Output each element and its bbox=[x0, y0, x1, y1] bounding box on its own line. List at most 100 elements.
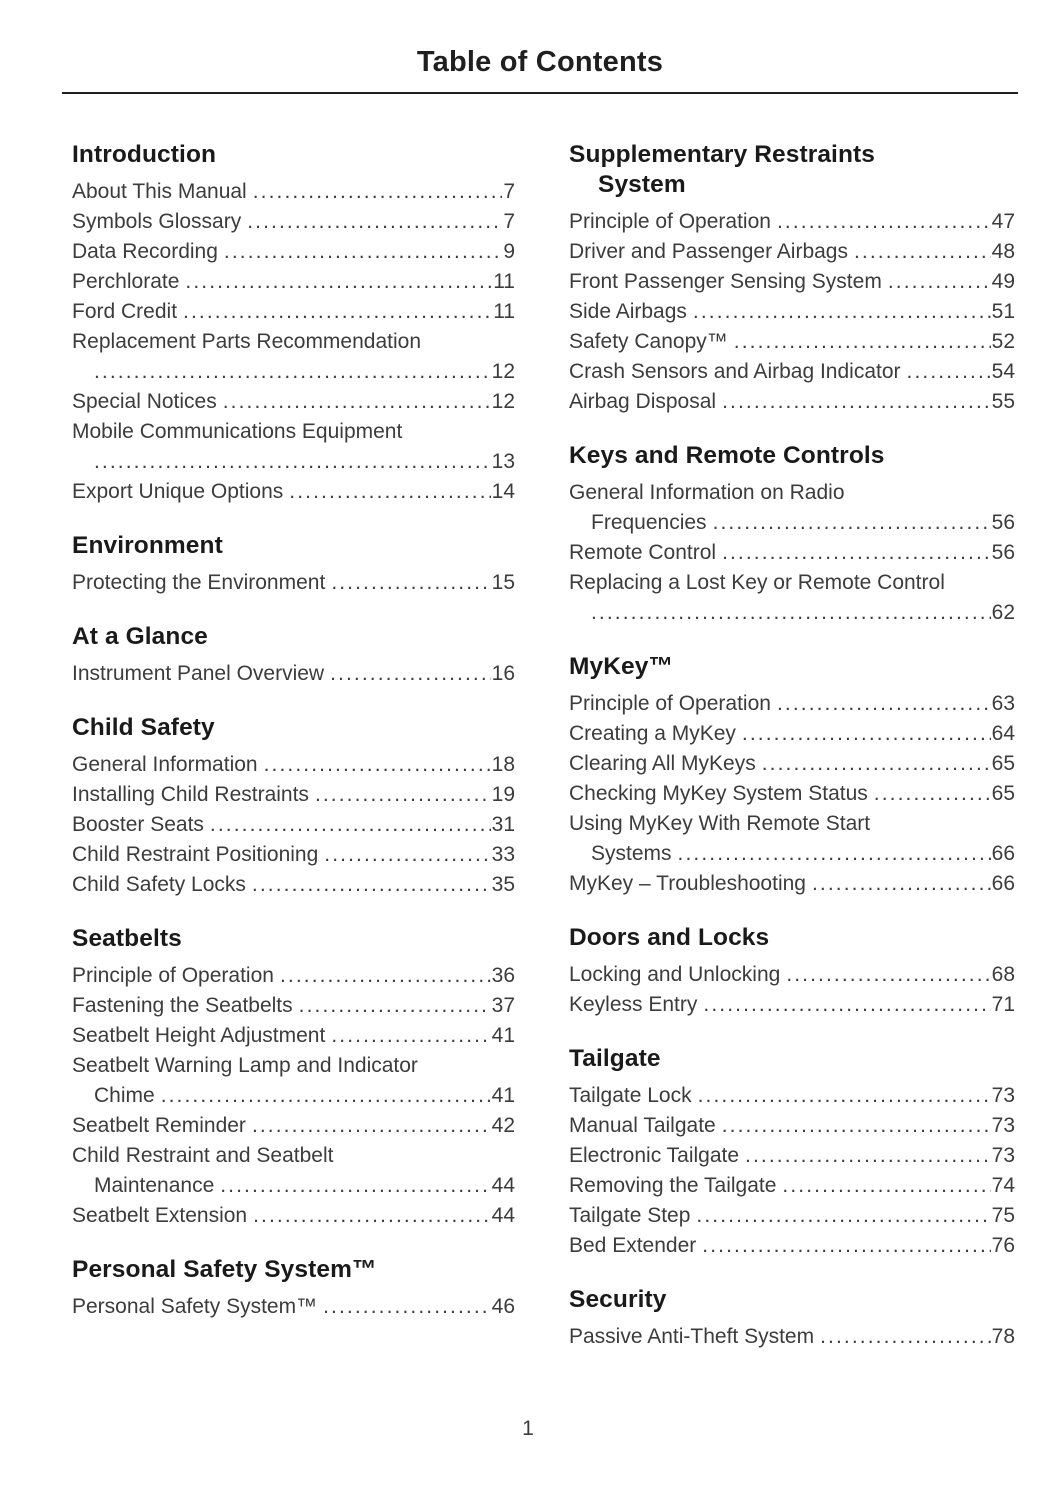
toc-page-ref: 42 bbox=[491, 1114, 515, 1137]
toc-section: Child Safety General Information 18 Install… bbox=[72, 713, 515, 900]
toc-section: Security Passive Anti-Theft System 78 bbox=[569, 1285, 1015, 1352]
toc-entry-label: Removing the Tailgate bbox=[569, 1174, 777, 1197]
toc-entry: Crash Sensors and Airbag Indicator 54 bbox=[569, 357, 1015, 387]
section-title: Introduction bbox=[72, 141, 217, 168]
toc-page-ref: 73 bbox=[991, 1084, 1015, 1107]
toc-section: Personal Safety System™ Personal Safety S… bbox=[72, 1255, 515, 1322]
toc-page-ref: 55 bbox=[991, 390, 1015, 413]
toc-entry: Seatbelt Warning Lamp and Indicator Chime… bbox=[72, 1051, 515, 1111]
section-title-line2: System bbox=[598, 171, 686, 198]
leader-dots bbox=[331, 568, 490, 598]
leader-dots bbox=[745, 1141, 991, 1171]
toc-entry: Protecting the Environment 15 bbox=[72, 568, 515, 598]
toc-entry-label: Keyless Entry bbox=[569, 993, 698, 1016]
toc-entry: Installing Child Restraints 19 bbox=[72, 780, 515, 810]
toc-entry-label: Principle of Operation bbox=[569, 692, 771, 715]
toc-page-ref: 49 bbox=[991, 270, 1015, 293]
toc-entry-label: Crash Sensors and Airbag Indicator bbox=[569, 360, 901, 383]
leader-dots bbox=[722, 1111, 991, 1141]
toc-page-ref: 7 bbox=[503, 210, 515, 233]
toc-page-ref: 66 bbox=[991, 872, 1015, 895]
toc-page-ref: 63 bbox=[991, 692, 1015, 715]
toc-entry-label: Tailgate Step bbox=[569, 1204, 691, 1227]
toc-section: Keys and Remote Controls General Informat… bbox=[569, 441, 1015, 628]
leader-dots bbox=[280, 961, 491, 991]
leader-dots bbox=[702, 1231, 990, 1261]
toc-entry-continuation-label: Chime bbox=[94, 1084, 155, 1107]
toc-column-right: Supplementary Restraints System Principle … bbox=[569, 140, 1015, 1352]
toc-entry: About This Manual 7 bbox=[72, 177, 515, 207]
leader-dots bbox=[252, 1111, 491, 1141]
toc-page-ref: 19 bbox=[491, 783, 515, 806]
toc-entry: Child Safety Locks 35 bbox=[72, 870, 515, 900]
toc-section: Tailgate Tailgate Lock 73 Manual Tailgate 73… bbox=[569, 1044, 1015, 1261]
leader-dots bbox=[782, 1171, 990, 1201]
toc-entry: Ford Credit 11 bbox=[72, 297, 515, 327]
leader-dots bbox=[591, 598, 991, 628]
toc-page-ref: 14 bbox=[491, 480, 515, 503]
leader-dots bbox=[854, 237, 991, 267]
toc-entry-continuation-label: Frequencies bbox=[591, 511, 707, 534]
toc-section: Supplementary Restraints System Principle … bbox=[569, 140, 1015, 417]
toc-entry: General Information on Radio Frequencies 5… bbox=[569, 478, 1015, 538]
toc-entry-label: About This Manual bbox=[72, 180, 247, 203]
leader-dots bbox=[289, 477, 490, 507]
toc-page-ref: 74 bbox=[991, 1174, 1015, 1197]
leader-dots bbox=[777, 689, 991, 719]
leader-dots bbox=[161, 1081, 491, 1111]
toc-entry: Booster Seats 31 bbox=[72, 810, 515, 840]
title-divider bbox=[62, 92, 1018, 94]
toc-entry-label: Installing Child Restraints bbox=[72, 783, 309, 806]
toc-entry-label: Principle of Operation bbox=[569, 210, 771, 233]
leader-dots bbox=[253, 1201, 491, 1231]
toc-entry: Personal Safety System™ 46 bbox=[72, 1292, 515, 1322]
toc-entry-label: Seatbelt Height Adjustment bbox=[72, 1024, 326, 1047]
toc-page-ref: 56 bbox=[991, 511, 1015, 534]
toc-entry-label: Replacing a Lost Key or Remote Control bbox=[569, 571, 945, 594]
toc-entry-label: Manual Tailgate bbox=[569, 1114, 716, 1137]
toc-page-ref: 12 bbox=[491, 360, 515, 383]
leader-dots bbox=[734, 327, 991, 357]
toc-page-ref: 71 bbox=[991, 993, 1015, 1016]
toc-entry-label: Side Airbags bbox=[569, 300, 687, 323]
toc-page-ref: 41 bbox=[491, 1084, 515, 1107]
toc-section: Environment Protecting the Environment 15 bbox=[72, 531, 515, 598]
toc-entry: Seatbelt Reminder 42 bbox=[72, 1111, 515, 1141]
toc-entry: Perchlorate 11 bbox=[72, 267, 515, 297]
toc-entry: Locking and Unlocking 68 bbox=[569, 960, 1015, 990]
toc-section: Doors and Locks Locking and Unlocking 68 Ke… bbox=[569, 923, 1015, 1020]
toc-page-ref: 54 bbox=[991, 360, 1015, 383]
toc-page-ref: 51 bbox=[991, 300, 1015, 323]
toc-entry-label: Replacement Parts Recommendation bbox=[72, 330, 422, 353]
toc-page-ref: 9 bbox=[503, 240, 515, 263]
toc-page-ref: 56 bbox=[991, 541, 1015, 564]
leader-dots bbox=[323, 1292, 491, 1322]
toc-entry-label: Front Passenger Sensing System bbox=[569, 270, 882, 293]
toc-page-ref: 16 bbox=[491, 662, 515, 685]
toc-entry-label: Seatbelt Extension bbox=[72, 1204, 248, 1227]
toc-page-ref: 35 bbox=[491, 873, 515, 896]
toc-entry: General Information 18 bbox=[72, 750, 515, 780]
leader-dots bbox=[713, 508, 991, 538]
leader-dots bbox=[812, 869, 991, 899]
leader-dots bbox=[777, 207, 991, 237]
toc-entry-continuation: Maintenance 44 bbox=[72, 1171, 515, 1201]
toc-entry-label: General Information bbox=[72, 753, 258, 776]
toc-entry-label: Perchlorate bbox=[72, 270, 180, 293]
leader-dots bbox=[693, 297, 991, 327]
toc-entry: Child Restraint Positioning 33 bbox=[72, 840, 515, 870]
toc-entry-continuation: 62 bbox=[569, 598, 1015, 628]
leader-dots bbox=[820, 1322, 991, 1352]
toc-entry-continuation: 12 bbox=[72, 357, 515, 387]
toc-entry: Replacement Parts Recommendation 12 bbox=[72, 327, 515, 387]
toc-entry: Front Passenger Sensing System 49 bbox=[569, 267, 1015, 297]
leader-dots bbox=[253, 177, 503, 207]
toc-entry-label: Tailgate Lock bbox=[569, 1084, 692, 1107]
leader-dots bbox=[786, 960, 990, 990]
toc-page-ref: 47 bbox=[991, 210, 1015, 233]
toc-section: At a Glance Instrument Panel Overview 16 bbox=[72, 622, 515, 689]
toc-page: Table of Contents Introduction About This… bbox=[62, 46, 1018, 1352]
